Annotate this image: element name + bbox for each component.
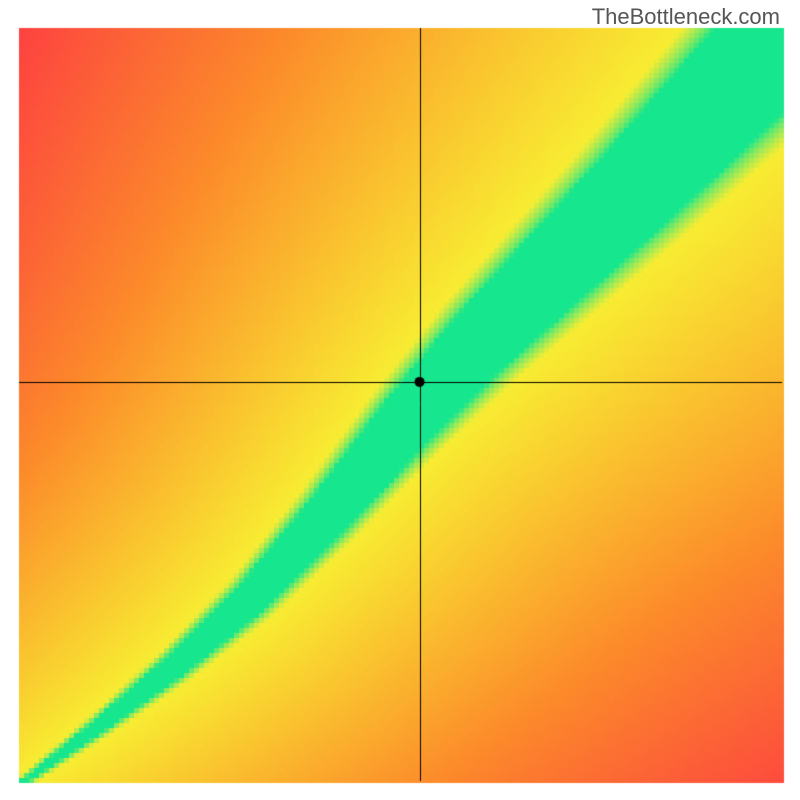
chart-container: TheBottleneck.com — [0, 0, 800, 800]
bottleneck-heatmap — [0, 0, 800, 800]
watermark-label: TheBottleneck.com — [592, 4, 780, 30]
